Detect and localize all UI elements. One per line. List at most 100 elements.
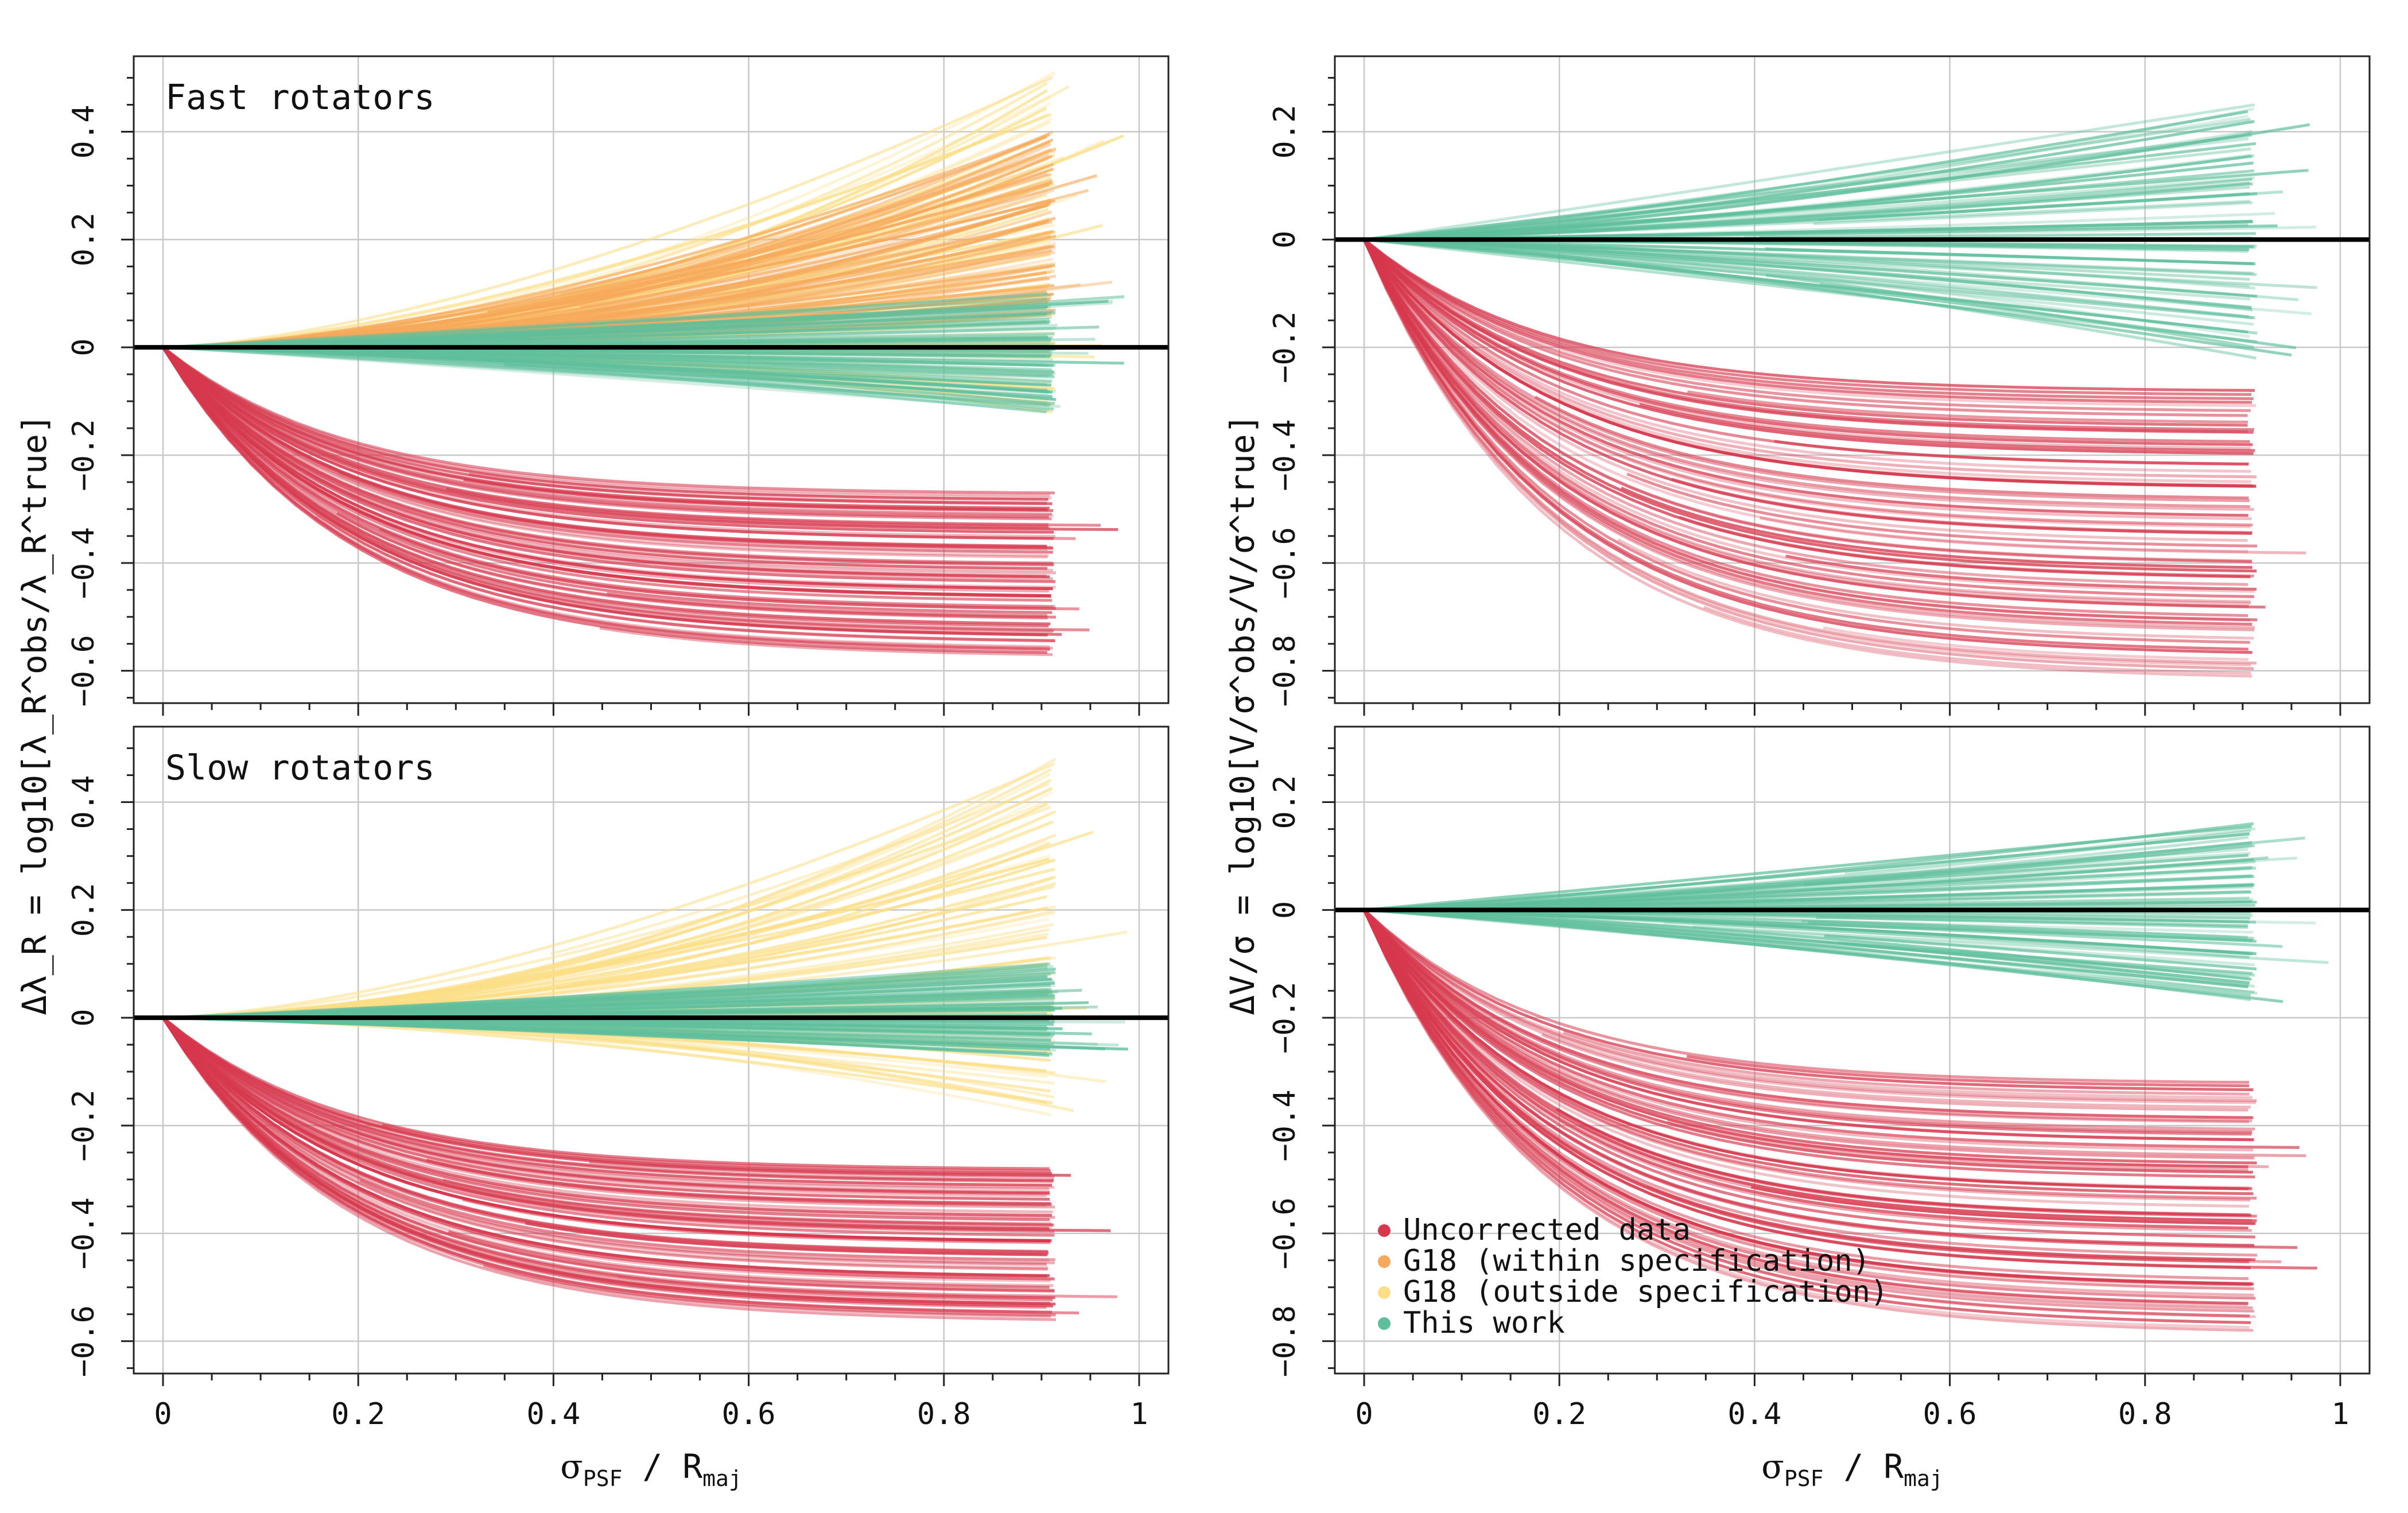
series-line: [1816, 915, 2248, 929]
series-line: [1364, 908, 2255, 967]
series-line: [1363, 238, 2251, 473]
series-line: [1362, 239, 2251, 667]
series-line: [321, 351, 1052, 387]
y-tick-label: −0.2: [1268, 982, 1302, 1054]
series-line: [1362, 909, 2253, 1174]
series-line: [162, 805, 1052, 1019]
series-line: [162, 1017, 1050, 1221]
series-curves: [1362, 822, 2329, 1332]
series-line: [161, 346, 1054, 633]
series-line: [359, 1179, 1047, 1266]
series-line: [162, 346, 1054, 518]
series-line: [1363, 909, 2253, 1099]
legend-label: G18 (within specification): [1403, 1244, 1870, 1278]
right-y-axis-label: ΔV/σ = log10[V/σ^obs/V/σ^true]: [1223, 414, 1262, 1015]
series-line: [1363, 909, 2250, 1084]
y-tick-label: 0: [1268, 231, 1302, 249]
legend-marker: [1378, 1224, 1391, 1237]
series-line: [481, 758, 1057, 984]
series-curves: [161, 71, 1125, 656]
series-line: [1364, 238, 2258, 298]
series-line: [1362, 909, 2257, 1200]
series-line: [1364, 822, 2254, 911]
y-tick-label: −0.2: [1268, 312, 1302, 383]
y-tick-label: 0.2: [1268, 775, 1302, 829]
series-line: [162, 1017, 1052, 1175]
series-line: [1363, 909, 2257, 1165]
series-line: [1363, 238, 2252, 404]
series-line: [161, 1017, 1054, 1287]
series-line: [1759, 232, 2256, 239]
series-line: [1363, 238, 2251, 450]
panel-top-right: −0.8 −0.6 −0.4 −0.2 0 0.2: [1268, 55, 2371, 716]
series-line: [162, 962, 1050, 1019]
series-line: [1364, 238, 2250, 281]
series-line: [162, 112, 1052, 349]
y-tick-label: 0: [67, 1008, 101, 1026]
series-line: [1750, 1185, 2255, 1225]
series-line: [162, 1017, 1050, 1262]
series-line: [1362, 238, 2252, 521]
series-line: [162, 346, 1052, 516]
series-line: [161, 346, 1051, 626]
series-line: [1362, 909, 2249, 1208]
series-line: [1362, 239, 2266, 609]
series-line: [162, 1017, 1051, 1206]
series-uncorrected-data: [1362, 238, 2306, 678]
series-line: [161, 346, 1062, 636]
left-y-axis-label: Δλ_R = log10[λ_R^obs/λ_R^true]: [15, 414, 54, 1015]
series-line: [1578, 1124, 2252, 1222]
series-line: [1363, 909, 2269, 1169]
series-line: [161, 1017, 1055, 1293]
x-tick-label: 0: [154, 1397, 172, 1431]
y-tick-label: 0.4: [67, 105, 101, 159]
series-line: [426, 1158, 1051, 1205]
y-tick-label: −0.8: [1268, 635, 1302, 707]
series-line: [1703, 606, 2251, 675]
series-line: [162, 346, 1056, 608]
series-line: [162, 1017, 1053, 1213]
series-line: [1364, 908, 2255, 977]
series-line: [161, 346, 1055, 643]
series-line: [162, 346, 1076, 540]
series-line: [1363, 238, 2253, 447]
series-line: [162, 965, 1054, 1019]
series-line: [1362, 909, 2256, 1318]
y-tick-label: 0: [67, 338, 101, 356]
series-line: [162, 346, 1047, 406]
series-line: [1766, 274, 2255, 349]
series-line: [1363, 909, 2306, 1157]
series-line: [1362, 239, 2252, 678]
series-line: [1362, 909, 2256, 1262]
series-line: [538, 142, 1052, 314]
series-uncorrected-data: [1362, 909, 2317, 1332]
series-line: [162, 346, 1101, 527]
series-line: [1362, 909, 2255, 1178]
series-line: [1363, 909, 2254, 1151]
series-line: [161, 1017, 1051, 1305]
series-line: [1362, 239, 2252, 654]
panel-bottom-right: 0 0.2 0.4 0.6 0.8 1 −0.8 −0.6 −0.4 −0.2 0 0.2: [1268, 726, 2371, 1431]
series-line: [1362, 238, 2250, 509]
series-line: [1362, 239, 2252, 626]
series-line: [161, 346, 1048, 620]
series-line: [1364, 238, 2251, 301]
series-line: [162, 1017, 1050, 1170]
series-line: [1364, 177, 2252, 241]
series-line: [1363, 909, 2254, 1142]
series-line: [1363, 909, 2252, 1136]
series-line: [1362, 909, 2256, 1300]
series-line: [1364, 908, 2254, 934]
x-tick-label: 0.6: [722, 1397, 776, 1431]
series-line: [1363, 909, 2249, 1123]
series-line: [1364, 238, 2317, 289]
y-tick-label: −0.6: [1268, 1197, 1302, 1269]
series-line: [1362, 239, 2248, 617]
series-line: [1362, 909, 2257, 1218]
series-line: [1362, 909, 2254, 1313]
x-axis: 0 0.2 0.4 0.6 0.8 1: [1355, 1374, 2349, 1431]
series-line: [1363, 238, 2251, 483]
series-line: [1364, 908, 2252, 981]
series-line: [162, 1017, 1047, 1278]
series-line: [162, 1017, 1049, 1230]
